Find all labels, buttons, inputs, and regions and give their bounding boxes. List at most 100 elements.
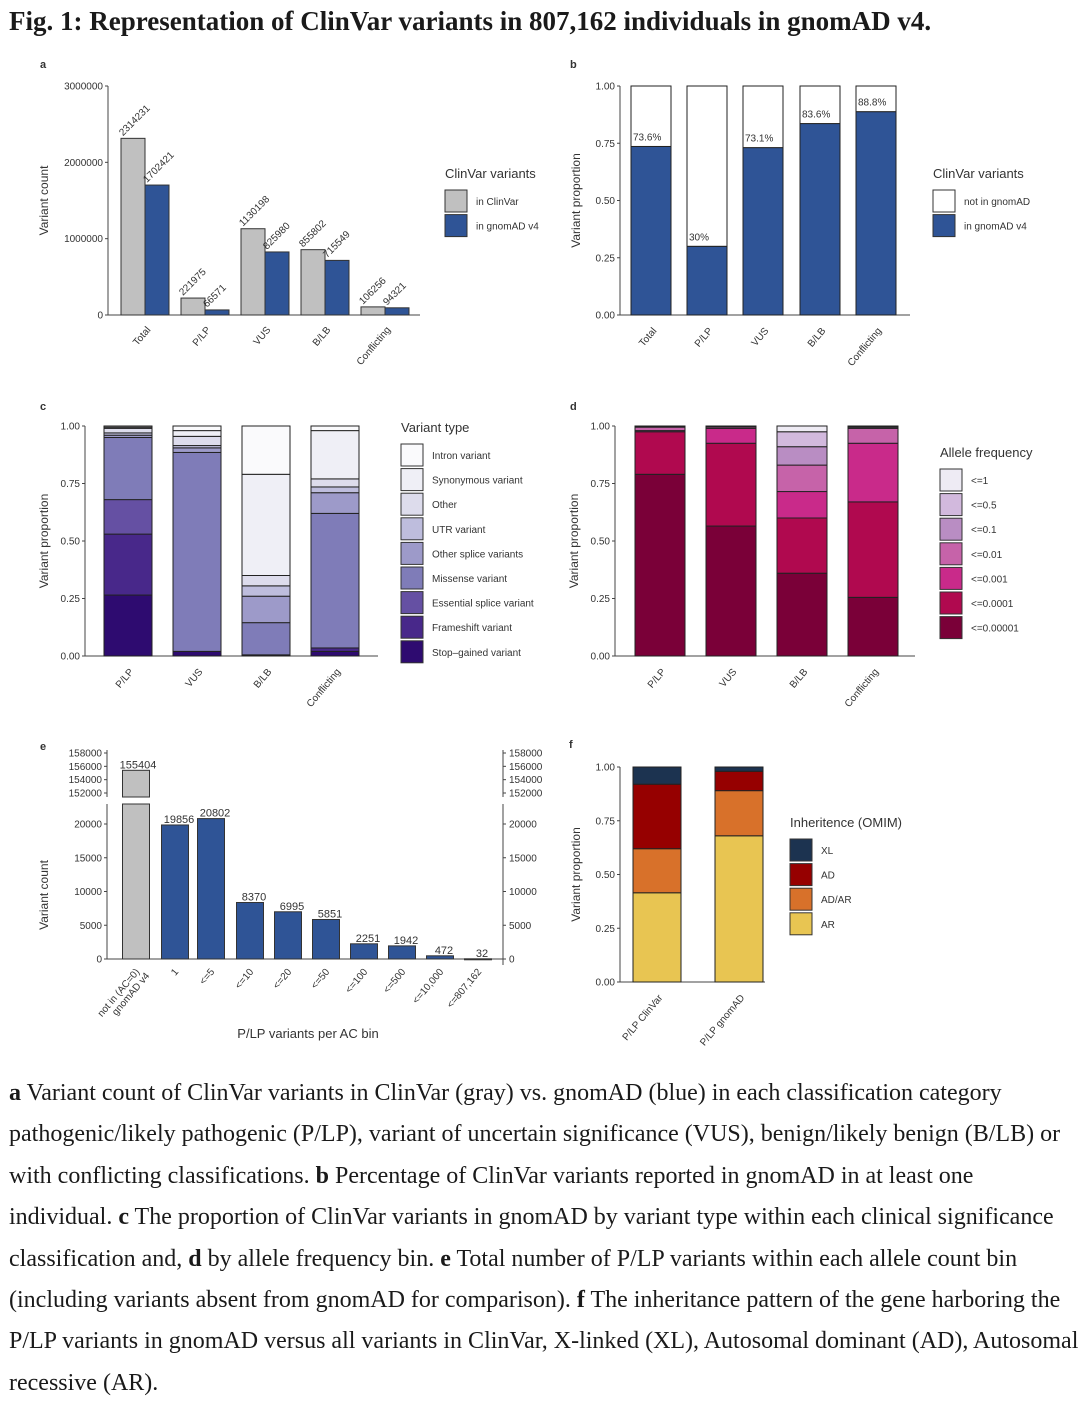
- x-tick-label: Conflicting: [305, 667, 343, 710]
- y-axis-title: Variant proportion: [569, 827, 583, 922]
- y-tick-label: 0.50: [591, 537, 611, 548]
- percent-label: 30%: [689, 232, 709, 243]
- legend-d-label: <=0.001: [971, 574, 1008, 585]
- y-axis-title: Variant count: [37, 165, 51, 235]
- bar-value-label: 472: [435, 945, 453, 957]
- caption-panel-letter: f: [576, 1287, 585, 1314]
- x-tick-label: B/LB: [252, 667, 275, 691]
- bar-count: [161, 824, 189, 960]
- caption-panel-letter: d: [188, 1245, 202, 1272]
- y-tick-label: 0.25: [596, 924, 616, 935]
- stacked-segment: [799, 123, 841, 316]
- stacked-segment: [310, 486, 360, 494]
- caption-panel-letter: c: [118, 1204, 129, 1231]
- x-tick-label: P/LP: [114, 667, 137, 691]
- right-tick-label: 5000: [509, 921, 532, 932]
- bar-count: [388, 945, 416, 960]
- bar-value-label: 855802: [297, 218, 329, 250]
- y-tick-label: 1.00: [591, 422, 611, 433]
- y-tick-label: 0: [96, 955, 102, 966]
- y-tick-label: 2000000: [64, 158, 103, 169]
- bar-gnomad: [384, 307, 410, 316]
- y-tick-label: 0.00: [596, 311, 616, 322]
- legend-b-swatch: [932, 189, 956, 213]
- x-tick-label: VUS: [750, 326, 772, 349]
- y-tick-label: 0.50: [596, 196, 616, 207]
- panel-letter-f: f: [569, 739, 573, 751]
- legend-c-label: Synonymous variant: [432, 476, 523, 487]
- panel-letter-c: c: [40, 401, 46, 413]
- legend-d-swatch: [939, 566, 963, 590]
- stacked-segment: [714, 790, 764, 837]
- legend-d-label: <=0.01: [971, 550, 1003, 561]
- stacked-segment: [776, 517, 828, 574]
- legend-a-label: in gnomAD v4: [476, 222, 539, 233]
- legend-c-label: UTR variant: [432, 525, 486, 536]
- bar-clinvar: [360, 306, 386, 316]
- x-tick-label: VUS: [184, 667, 206, 690]
- bar-value-label: 5851: [318, 909, 342, 921]
- stacked-segment: [241, 622, 291, 656]
- legend-f-label: AR: [821, 920, 835, 931]
- bar-absent-lower: [122, 803, 150, 960]
- stacked-segment: [776, 431, 828, 448]
- legend-d-label: <=0.0001: [971, 599, 1014, 610]
- legend-b-label: not in gnomAD: [964, 197, 1030, 208]
- legend-b-title: ClinVar variants: [933, 166, 1024, 181]
- bar-value-label: 1702421: [141, 150, 177, 186]
- x-tick-label: <=20: [271, 967, 294, 992]
- legend-d-label: <=0.00001: [971, 624, 1019, 635]
- x-axis-title: P/LP variants per AC bin: [237, 1026, 378, 1041]
- stacked-segment: [799, 85, 841, 125]
- y-tick-label: 0.25: [591, 594, 611, 605]
- stacked-segment: [714, 835, 764, 983]
- legend-c-swatch: [400, 541, 424, 565]
- bar-value-label: 155404: [120, 759, 157, 771]
- legend-d-label: <=0.1: [971, 525, 997, 536]
- bar-value-label: 825980: [261, 220, 293, 252]
- x-tick-label: Total: [131, 325, 153, 348]
- y-tick-label: 3000000: [64, 82, 103, 93]
- legend-b-swatch: [932, 214, 956, 238]
- caption-text: The proportion of ClinVar variants in gn…: [9, 1204, 1054, 1272]
- y-tick-label: 1.00: [596, 763, 616, 774]
- stacked-segment: [241, 585, 291, 597]
- stacked-segment: [847, 442, 899, 503]
- y-axis-title: Variant proportion: [567, 494, 581, 589]
- figure-title: Fig. 1: Representation of ClinVar varian…: [9, 6, 932, 36]
- legend-c-title: Variant type: [401, 420, 469, 435]
- legend-d-swatch: [939, 616, 963, 640]
- legend-c-label: Essential splice variant: [432, 599, 534, 610]
- figure-caption: a Variant count of ClinVar variants in C…: [9, 1073, 1079, 1404]
- legend-a-label: in ClinVar: [476, 197, 519, 208]
- stacked-segment: [847, 596, 899, 657]
- right-tick-label: 15000: [509, 853, 537, 864]
- x-tick-label: B/LB: [788, 667, 811, 691]
- x-tick-label: P/LP gnomAD: [698, 993, 747, 1048]
- bar-gnomad: [204, 309, 230, 316]
- stacked-segment: [855, 111, 897, 316]
- stacked-segment: [634, 426, 686, 432]
- y-tick-label: 154000: [69, 775, 103, 786]
- caption-text: by allele frequency bin.: [201, 1245, 441, 1272]
- legend-f-swatch: [789, 912, 813, 936]
- stacked-segment: [310, 478, 360, 488]
- stacked-segment: [103, 594, 153, 657]
- right-tick-label: 154000: [509, 775, 543, 786]
- stacked-segment: [310, 492, 360, 514]
- bar-gnomad: [264, 251, 290, 316]
- bar-gnomad: [144, 184, 170, 316]
- stacked-segment: [172, 425, 222, 432]
- legend-c-label: Stop–gained variant: [432, 648, 521, 659]
- bar-value-label: 66571: [201, 282, 229, 310]
- bar-count: [426, 955, 454, 960]
- x-tick-label: B/LB: [806, 326, 829, 350]
- percent-label: 88.8%: [858, 98, 886, 109]
- x-tick-label: P/LP: [693, 326, 716, 350]
- legend-c-label: Missense variant: [432, 574, 507, 585]
- legend-d-label: <=1: [971, 476, 989, 487]
- legend-f-label: AD/AR: [821, 895, 852, 906]
- legend-f-label: XL: [821, 846, 834, 857]
- bar-value-label: 8370: [242, 892, 266, 904]
- stacked-segment: [103, 499, 153, 535]
